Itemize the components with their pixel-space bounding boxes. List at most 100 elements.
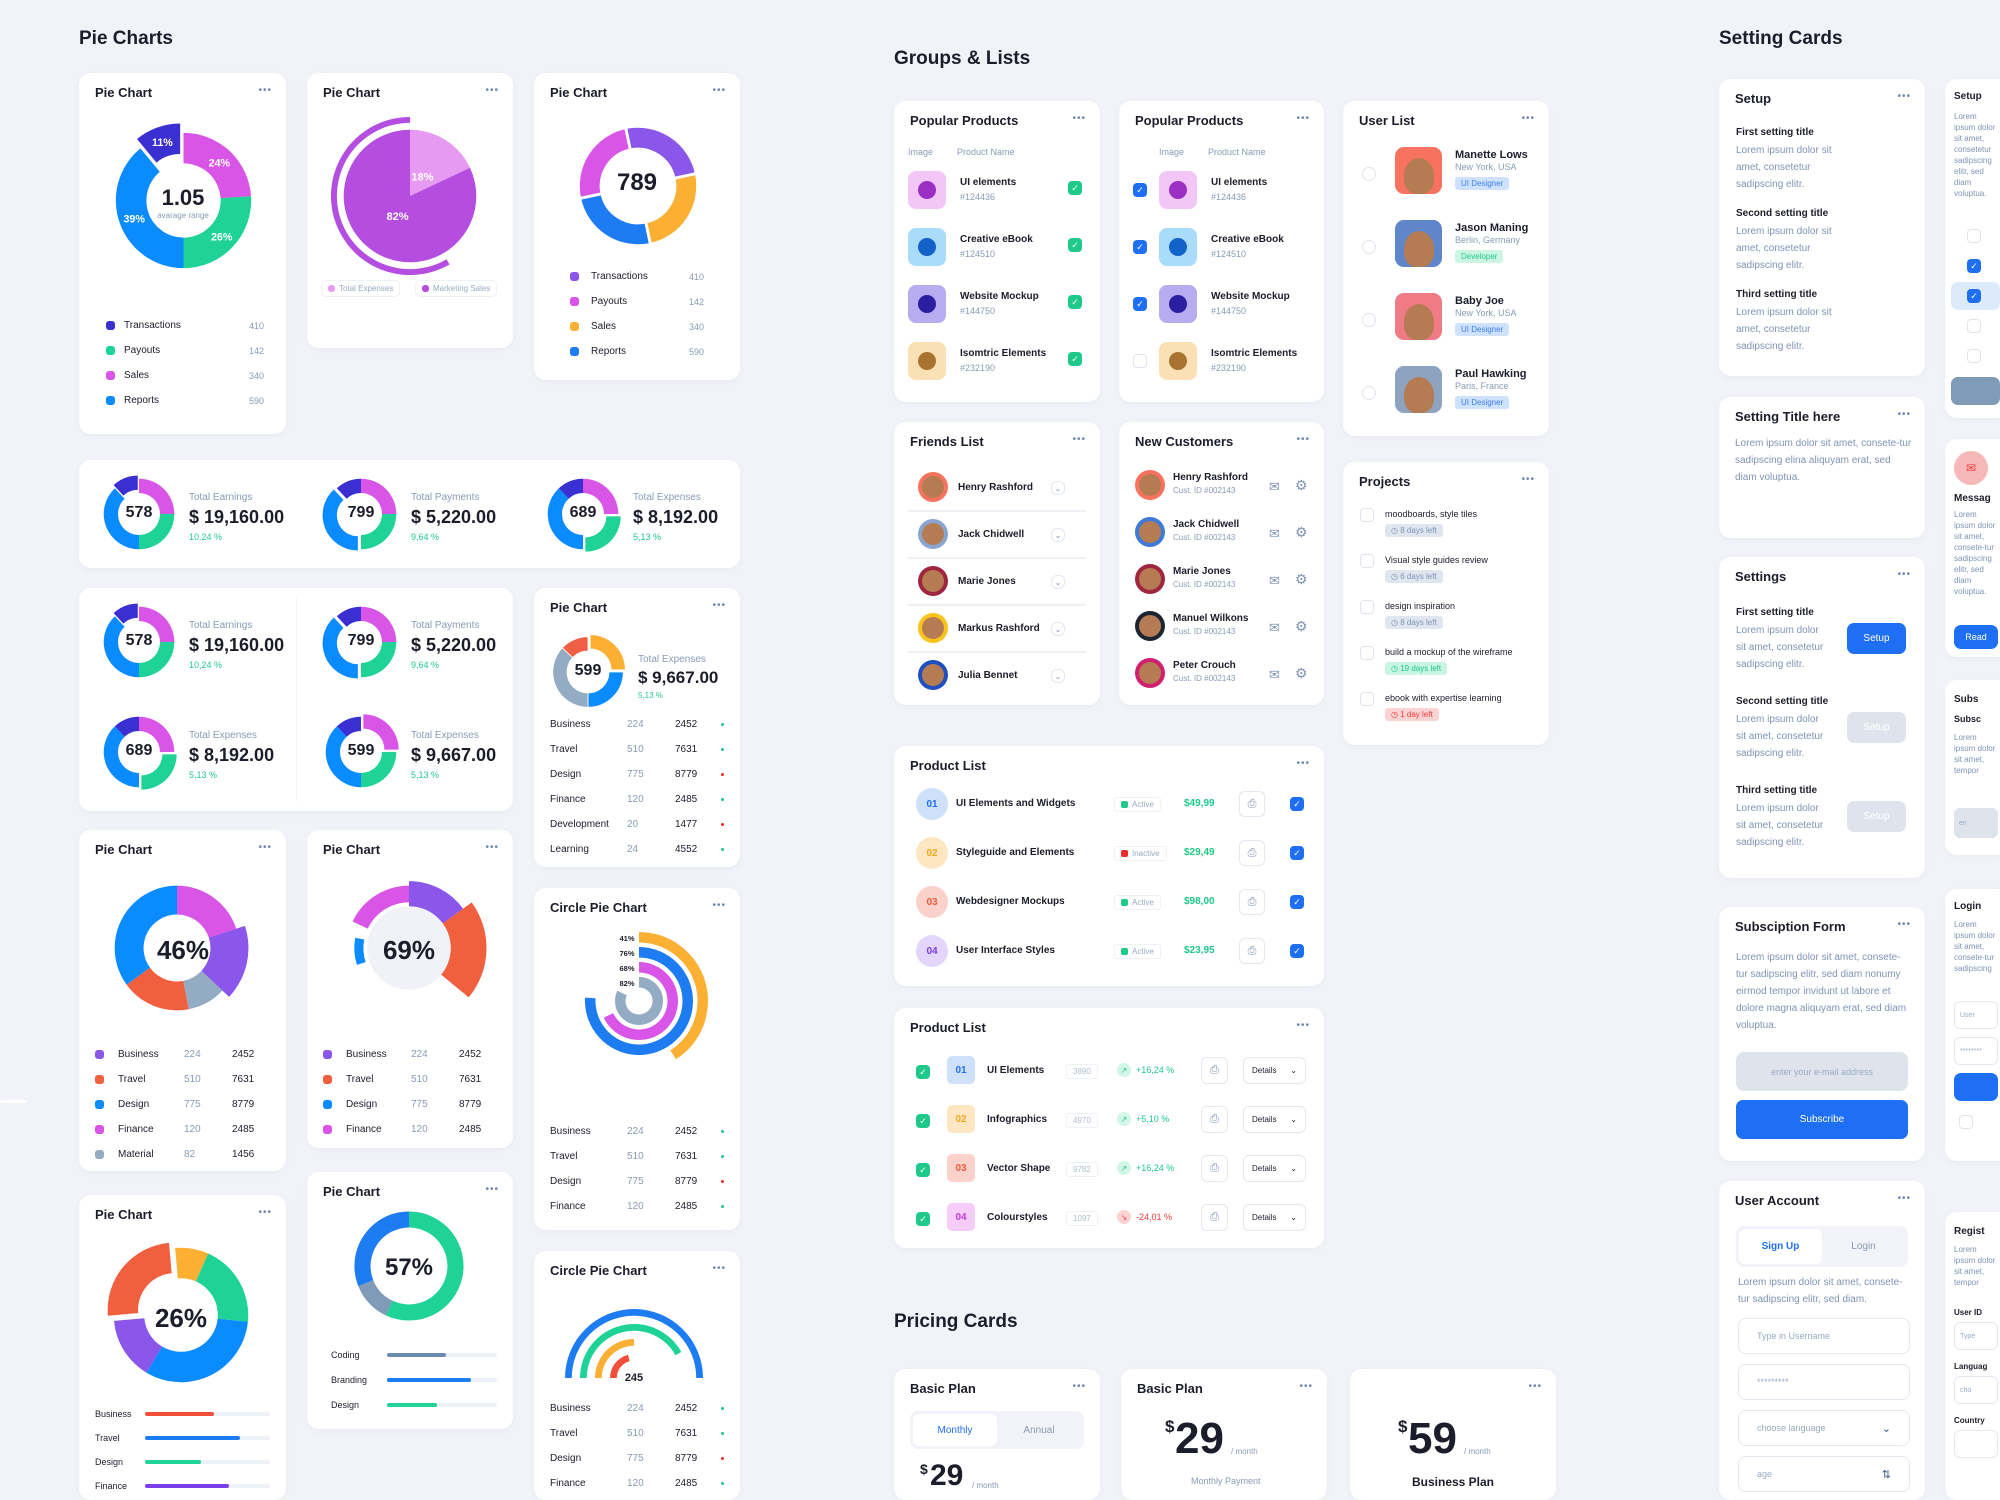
checkbox[interactable]: ✓ bbox=[1290, 797, 1304, 811]
checkbox[interactable] bbox=[1967, 349, 1981, 363]
checkbox[interactable]: ✓ bbox=[1290, 895, 1304, 909]
download-document-icon[interactable]: ⎙ bbox=[1239, 791, 1265, 817]
checkbox[interactable]: ✓ bbox=[1068, 352, 1082, 366]
checkbox[interactable]: ✓ bbox=[1967, 259, 1981, 273]
details-dropdown[interactable]: Details ⌄ bbox=[1243, 1204, 1306, 1231]
more-options-icon[interactable]: ••• bbox=[712, 600, 726, 611]
username-input[interactable]: Type in Username bbox=[1738, 1318, 1910, 1354]
gear-icon[interactable]: ⚙ bbox=[1295, 477, 1308, 493]
mail-icon[interactable]: ✉ bbox=[1269, 573, 1280, 588]
checkbox[interactable]: ✓ bbox=[1133, 297, 1147, 311]
account-tab[interactable]: Sign Up bbox=[1739, 1229, 1822, 1264]
submit-button[interactable] bbox=[1951, 377, 2000, 405]
email-input[interactable]: en bbox=[1954, 808, 1998, 838]
mail-icon[interactable]: ✉ bbox=[1269, 479, 1280, 494]
more-options-icon[interactable]: ••• bbox=[1072, 434, 1086, 445]
checkbox[interactable]: ✓ bbox=[1133, 183, 1147, 197]
radio-button[interactable] bbox=[1362, 240, 1376, 254]
login-button[interactable] bbox=[1954, 1073, 1998, 1101]
checkbox[interactable] bbox=[1360, 692, 1374, 706]
checkbox[interactable]: ✓ bbox=[916, 1163, 930, 1177]
password-input[interactable]: ******** bbox=[1954, 1037, 1998, 1065]
language-select[interactable]: cho bbox=[1954, 1376, 1998, 1404]
chevron-down-icon[interactable]: ⌄ bbox=[1051, 669, 1065, 683]
checkbox[interactable]: ✓ bbox=[1967, 289, 1981, 303]
checkbox[interactable]: ✓ bbox=[1133, 240, 1147, 254]
mail-icon[interactable]: ✉ bbox=[1269, 620, 1280, 635]
password-input[interactable]: ********* bbox=[1738, 1364, 1910, 1400]
checkbox[interactable]: ✓ bbox=[916, 1114, 930, 1128]
download-document-icon[interactable]: ⎙ bbox=[1239, 889, 1265, 915]
username-input[interactable]: User bbox=[1954, 1001, 1998, 1029]
more-options-icon[interactable]: ••• bbox=[1521, 474, 1535, 485]
stepper-icon[interactable]: ⇅ bbox=[1881, 1468, 1891, 1481]
more-options-icon[interactable]: ••• bbox=[1296, 758, 1310, 769]
more-options-icon[interactable]: ••• bbox=[1521, 113, 1535, 124]
mail-icon[interactable]: ✉ bbox=[1269, 526, 1280, 541]
radio-button[interactable] bbox=[1362, 386, 1376, 400]
checkbox[interactable]: ✓ bbox=[916, 1065, 930, 1079]
read-button[interactable]: Read bbox=[1954, 625, 1998, 649]
more-options-icon[interactable]: ••• bbox=[1072, 1381, 1086, 1392]
more-options-icon[interactable]: ••• bbox=[1897, 1193, 1911, 1204]
country-select[interactable] bbox=[1954, 1430, 1998, 1458]
more-options-icon[interactable]: ••• bbox=[712, 1263, 726, 1274]
billing-tab[interactable]: Monthly bbox=[913, 1414, 997, 1446]
more-options-icon[interactable]: ••• bbox=[1528, 1381, 1542, 1392]
more-options-icon[interactable]: ••• bbox=[1897, 91, 1911, 102]
checkbox[interactable]: ✓ bbox=[1068, 238, 1082, 252]
setup-button[interactable]: Setup bbox=[1847, 623, 1906, 654]
chevron-down-icon[interactable]: ⌄ bbox=[1051, 481, 1065, 495]
checkbox[interactable] bbox=[1360, 600, 1374, 614]
more-options-icon[interactable]: ••• bbox=[1897, 569, 1911, 580]
account-tab[interactable]: Login bbox=[1851, 1241, 1876, 1252]
checkbox[interactable]: ✓ bbox=[916, 1212, 930, 1226]
checkbox[interactable]: ✓ bbox=[1068, 295, 1082, 309]
more-options-icon[interactable]: ••• bbox=[1296, 113, 1310, 124]
more-options-icon[interactable]: ••• bbox=[1299, 1381, 1313, 1392]
checkbox[interactable] bbox=[1967, 319, 1981, 333]
details-dropdown[interactable]: Details ⌄ bbox=[1243, 1057, 1306, 1084]
download-document-icon[interactable]: ⎙ bbox=[1201, 1155, 1228, 1182]
details-dropdown[interactable]: Details ⌄ bbox=[1243, 1106, 1306, 1133]
gear-icon[interactable]: ⚙ bbox=[1295, 524, 1308, 540]
checkbox[interactable] bbox=[1360, 554, 1374, 568]
more-options-icon[interactable]: ••• bbox=[712, 900, 726, 911]
radio-button[interactable] bbox=[1362, 167, 1376, 181]
more-options-icon[interactable]: ••• bbox=[1897, 919, 1911, 930]
download-document-icon[interactable]: ⎙ bbox=[1239, 938, 1265, 964]
subscribe-button[interactable]: Subscribe bbox=[1736, 1100, 1908, 1139]
more-options-icon[interactable]: ••• bbox=[1897, 409, 1911, 420]
more-options-icon[interactable]: ••• bbox=[485, 85, 499, 96]
setup-button[interactable]: Setup bbox=[1847, 712, 1906, 743]
language-select[interactable]: choose language ⌄ bbox=[1738, 1410, 1910, 1446]
checkbox[interactable] bbox=[1360, 508, 1374, 522]
chevron-down-icon[interactable]: ⌄ bbox=[1051, 575, 1065, 589]
download-document-icon[interactable]: ⎙ bbox=[1239, 840, 1265, 866]
remember-checkbox[interactable] bbox=[1959, 1115, 1973, 1129]
checkbox[interactable]: ✓ bbox=[1290, 846, 1304, 860]
gear-icon[interactable]: ⚙ bbox=[1295, 618, 1308, 634]
download-document-icon[interactable]: ⎙ bbox=[1201, 1057, 1228, 1084]
radio-button[interactable] bbox=[1362, 313, 1376, 327]
age-input[interactable]: age ⇅ bbox=[1738, 1456, 1910, 1492]
download-document-icon[interactable]: ⎙ bbox=[1201, 1106, 1228, 1133]
more-options-icon[interactable]: ••• bbox=[258, 85, 272, 96]
more-options-icon[interactable]: ••• bbox=[1296, 434, 1310, 445]
checkbox[interactable] bbox=[1360, 646, 1374, 660]
gear-icon[interactable]: ⚙ bbox=[1295, 571, 1308, 587]
more-options-icon[interactable]: ••• bbox=[485, 1184, 499, 1195]
setup-button[interactable]: Setup bbox=[1847, 801, 1906, 832]
chevron-down-icon[interactable]: ⌄ bbox=[1881, 1422, 1891, 1435]
more-options-icon[interactable]: ••• bbox=[258, 842, 272, 853]
checkbox[interactable] bbox=[1133, 354, 1147, 368]
checkbox[interactable]: ✓ bbox=[1290, 944, 1304, 958]
details-dropdown[interactable]: Details ⌄ bbox=[1243, 1155, 1306, 1182]
legend-chip[interactable]: Total Expenses bbox=[321, 280, 401, 297]
scroll-indicator[interactable] bbox=[0, 1100, 26, 1103]
checkbox[interactable] bbox=[1967, 229, 1981, 243]
more-options-icon[interactable]: ••• bbox=[485, 842, 499, 853]
user-id-input[interactable]: Type bbox=[1954, 1322, 1998, 1350]
legend-chip[interactable]: Marketing Sales bbox=[415, 280, 498, 297]
email-input[interactable]: enter your e-mail address bbox=[1736, 1052, 1908, 1091]
